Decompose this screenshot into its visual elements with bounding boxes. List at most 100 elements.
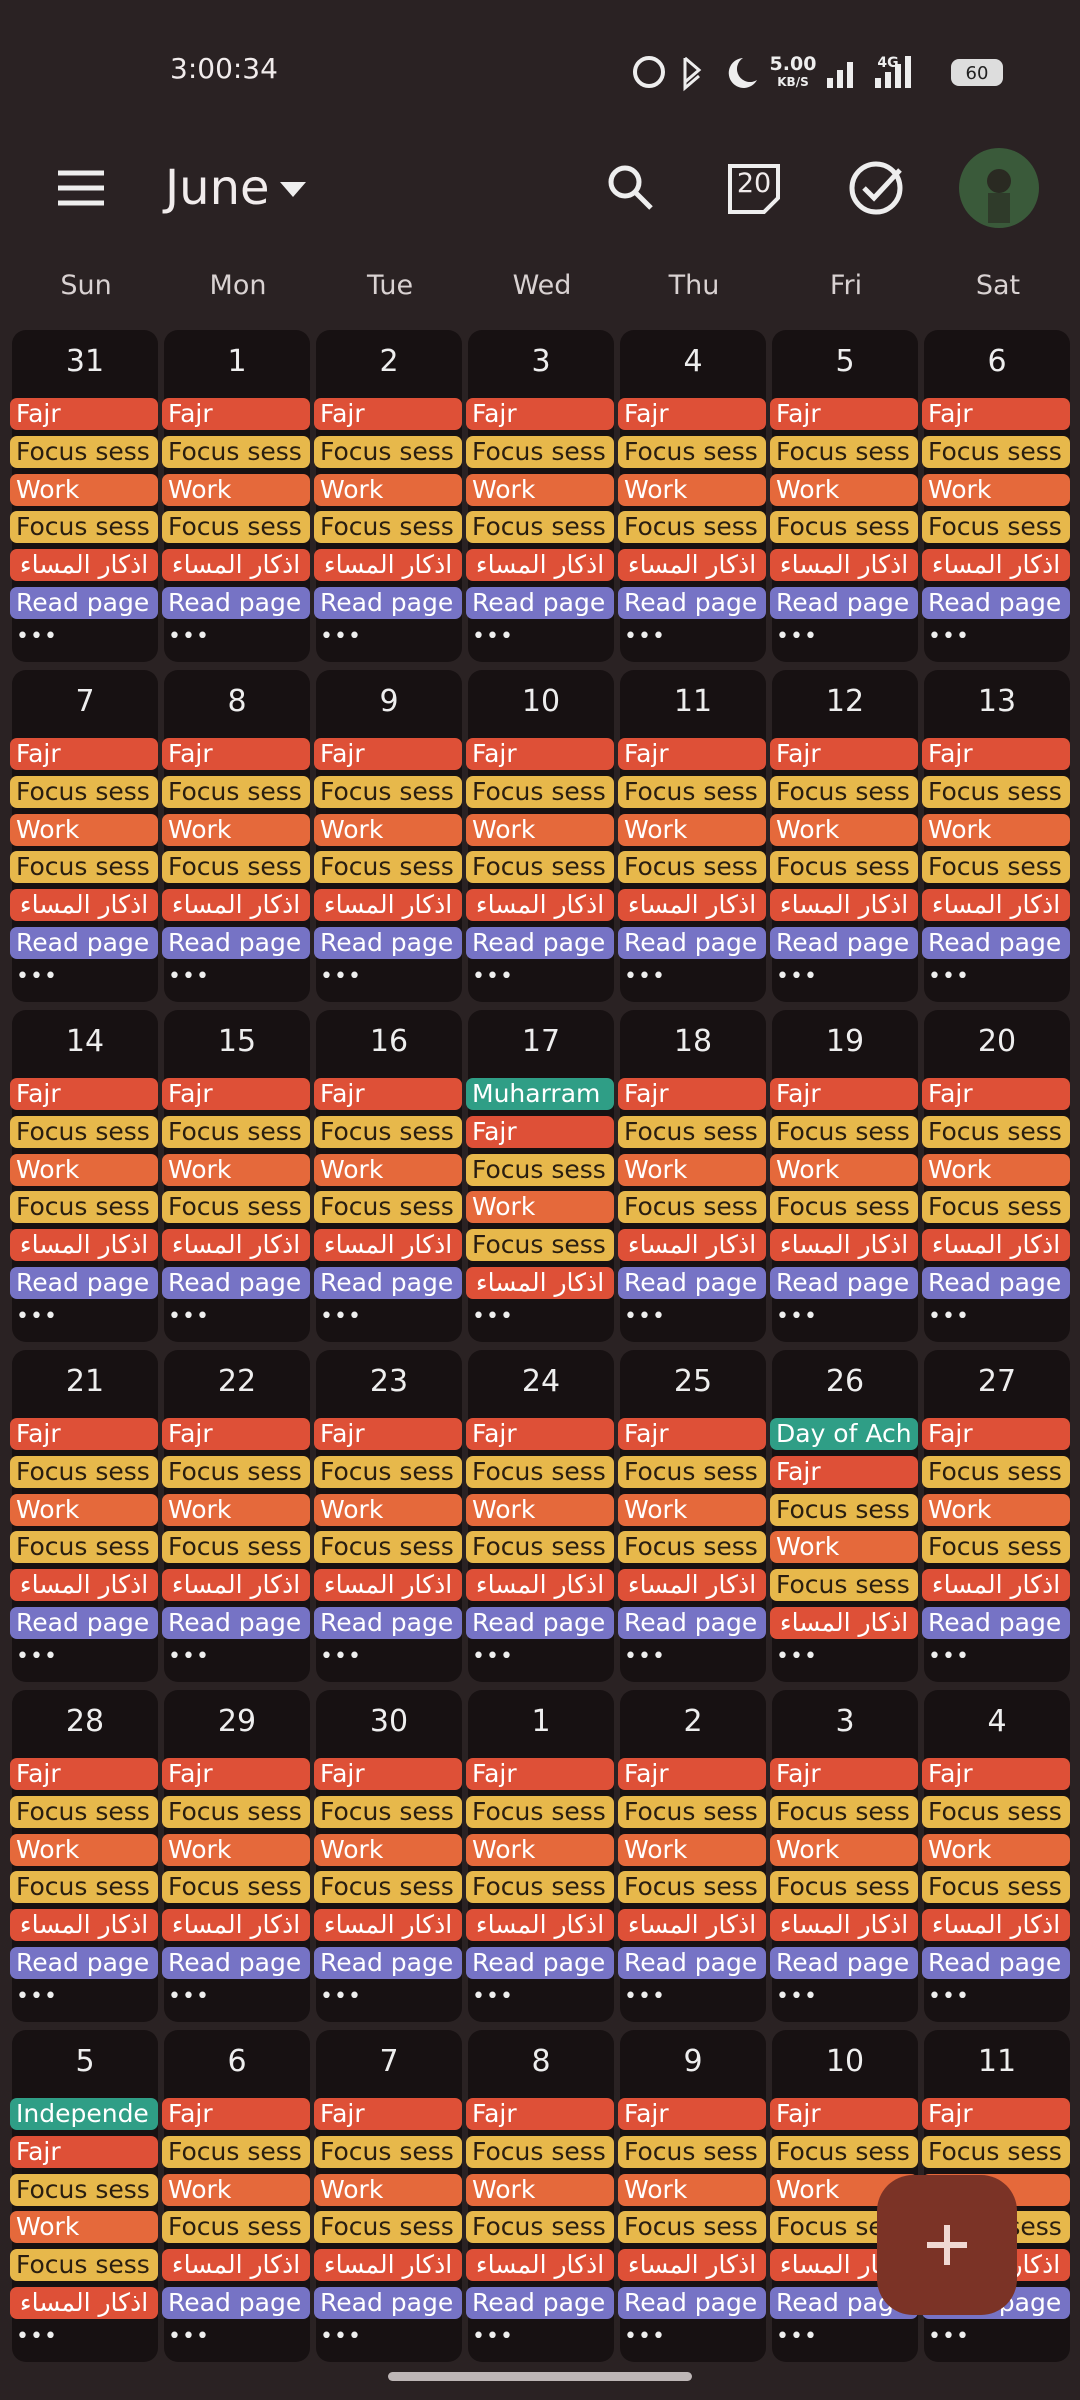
event-chip[interactable]: اذكار المساء	[770, 889, 918, 922]
event-chip[interactable]: Focus sess	[314, 1531, 462, 1564]
day-cell[interactable]: 6 Fajr Focus sess Work Focus sess اذكار المسا…	[922, 330, 1070, 662]
event-chip[interactable]: Focus sess	[10, 2249, 158, 2282]
more-indicator[interactable]: •••	[624, 624, 666, 649]
event-chip[interactable]: Work	[314, 473, 462, 506]
event-chip[interactable]: Focus sess	[10, 1191, 158, 1224]
event-chip[interactable]: Focus sess	[10, 1455, 158, 1488]
event-chip[interactable]: Focus sess	[466, 2211, 614, 2244]
day-cell[interactable]: 1 Fajr Focus sess Work Focus sess اذكار المسا…	[466, 1690, 614, 2022]
day-cell[interactable]: 31 Fajr Focus sess Work Focus sess اذكار المس…	[10, 330, 158, 662]
event-chip[interactable]: Work	[162, 2173, 310, 2206]
event-chip[interactable]: Read page	[466, 587, 614, 619]
event-chip[interactable]: Focus sess	[314, 511, 462, 544]
day-cell[interactable]: 13 Fajr Focus sess Work Focus sess اذكار المس…	[922, 670, 1070, 1002]
menu-button[interactable]	[56, 168, 106, 208]
event-chip[interactable]: Read page	[466, 1947, 614, 1979]
event-chip[interactable]: Fajr	[618, 1758, 766, 1790]
event-chip[interactable]: اذكار المساء	[314, 1569, 462, 1602]
event-chip[interactable]: Work	[770, 1153, 918, 1186]
event-chip[interactable]: اذكار المساء	[314, 1229, 462, 1262]
day-cell[interactable]: 8 Fajr Focus sess Work Focus sess اذكار المسا…	[466, 2030, 614, 2362]
event-chip[interactable]: Read page	[466, 927, 614, 959]
event-chip[interactable]: Focus sess	[466, 1455, 614, 1488]
event-chip[interactable]: Work	[314, 813, 462, 846]
event-chip[interactable]: Focus sess	[618, 2135, 766, 2168]
event-chip[interactable]: Work	[162, 1493, 310, 1526]
event-chip[interactable]: Focus sess	[922, 435, 1070, 468]
event-chip[interactable]: Work	[162, 473, 310, 506]
event-chip[interactable]: Work	[922, 1833, 1070, 1866]
event-chip[interactable]: اذكار المساء	[466, 1909, 614, 1942]
event-chip[interactable]: Work	[770, 813, 918, 846]
event-chip[interactable]: Focus sess	[770, 775, 918, 808]
event-chip[interactable]: Focus sess	[770, 511, 918, 544]
event-chip[interactable]: اذكار المساء	[466, 2249, 614, 2282]
event-chip[interactable]: Work	[618, 1153, 766, 1186]
event-chip[interactable]: Focus sess	[466, 851, 614, 884]
event-chip[interactable]: Read page	[314, 927, 462, 959]
more-indicator[interactable]: •••	[320, 1984, 362, 2009]
event-chip[interactable]: Read page	[618, 2287, 766, 2319]
event-chip[interactable]: Fajr	[618, 738, 766, 770]
month-dropdown[interactable]	[278, 180, 308, 200]
more-indicator[interactable]: •••	[928, 1304, 970, 1329]
event-chip[interactable]: Fajr	[466, 1758, 614, 1790]
event-chip[interactable]: Read page	[466, 1607, 614, 1639]
event-chip[interactable]: Work	[10, 1493, 158, 1526]
event-chip[interactable]: Read page	[922, 1947, 1070, 1979]
more-indicator[interactable]: •••	[624, 964, 666, 989]
more-indicator[interactable]: •••	[16, 624, 58, 649]
event-chip[interactable]: Work	[162, 1153, 310, 1186]
more-indicator[interactable]: •••	[928, 624, 970, 649]
more-indicator[interactable]: •••	[320, 2324, 362, 2349]
event-chip[interactable]: Focus sess	[314, 435, 462, 468]
event-chip[interactable]: اذكار المساء	[162, 2249, 310, 2282]
event-chip[interactable]: Read page	[314, 2287, 462, 2319]
event-chip[interactable]: Work	[466, 2173, 614, 2206]
day-cell[interactable]: 15 Fajr Focus sess Work Focus sess اذكار المس…	[162, 1010, 310, 1342]
event-chip[interactable]: Focus sess	[466, 1531, 614, 1564]
event-chip[interactable]: اذكار المساء	[466, 1267, 614, 1299]
day-cell[interactable]: 27 Fajr Focus sess Work Focus sess اذكار المس…	[922, 1350, 1070, 1682]
event-chip[interactable]: Work	[770, 1833, 918, 1866]
event-chip[interactable]: Focus sess	[10, 2173, 158, 2206]
more-indicator[interactable]: •••	[320, 1644, 362, 1669]
event-chip[interactable]: Focus sess	[618, 511, 766, 544]
more-indicator[interactable]: •••	[168, 1644, 210, 1669]
day-cell[interactable]: 5 Independe Fajr Focus sess Work Focus sess اذ…	[10, 2030, 158, 2362]
event-chip[interactable]: Work	[466, 1833, 614, 1866]
event-chip[interactable]: Read page	[162, 927, 310, 959]
day-cell[interactable]: 2 Fajr Focus sess Work Focus sess اذكار المسا…	[618, 1690, 766, 2022]
day-cell[interactable]: 14 Fajr Focus sess Work Focus sess اذكار المس…	[10, 1010, 158, 1342]
event-chip[interactable]: اذكار المساء	[162, 549, 310, 582]
event-chip[interactable]: Fajr	[162, 1078, 310, 1110]
event-chip[interactable]: اذكار المساء	[10, 549, 158, 582]
event-chip[interactable]: اذكار المساء	[922, 549, 1070, 582]
day-cell[interactable]: 17 Muharram Fajr Focus sess Work Focus sess اذ…	[466, 1010, 614, 1342]
event-chip[interactable]: Fajr	[770, 1078, 918, 1110]
event-chip[interactable]: Work	[466, 473, 614, 506]
event-chip[interactable]: اذكار المساء	[922, 1909, 1070, 1942]
event-chip[interactable]: Fajr	[922, 1418, 1070, 1450]
day-cell[interactable]: 3 Fajr Focus sess Work Focus sess اذكار المسا…	[770, 1690, 918, 2022]
more-indicator[interactable]: •••	[928, 1984, 970, 2009]
day-cell[interactable]: 28 Fajr Focus sess Work Focus sess اذكار المس…	[10, 1690, 158, 2022]
event-chip[interactable]: Fajr	[314, 1418, 462, 1450]
event-chip[interactable]: Focus sess	[466, 511, 614, 544]
more-indicator[interactable]: •••	[776, 1984, 818, 2009]
event-chip[interactable]: Read page	[922, 587, 1070, 619]
event-chip[interactable]: Fajr	[314, 1758, 462, 1790]
event-chip[interactable]: Fajr	[770, 398, 918, 430]
event-chip[interactable]: Read page	[10, 1947, 158, 1979]
event-chip[interactable]: Work	[770, 473, 918, 506]
event-chip[interactable]: اذكار المساء	[618, 549, 766, 582]
event-chip[interactable]: Read page	[618, 1947, 766, 1979]
add-event-button[interactable]	[877, 2175, 1017, 2315]
event-chip[interactable]: Fajr	[618, 398, 766, 430]
event-chip[interactable]: Fajr	[922, 1078, 1070, 1110]
event-chip[interactable]: Fajr	[466, 738, 614, 770]
event-chip[interactable]: Fajr	[466, 398, 614, 430]
more-indicator[interactable]: •••	[320, 624, 362, 649]
event-chip[interactable]: اذكار المساء	[770, 549, 918, 582]
event-chip[interactable]: Fajr	[466, 2098, 614, 2130]
